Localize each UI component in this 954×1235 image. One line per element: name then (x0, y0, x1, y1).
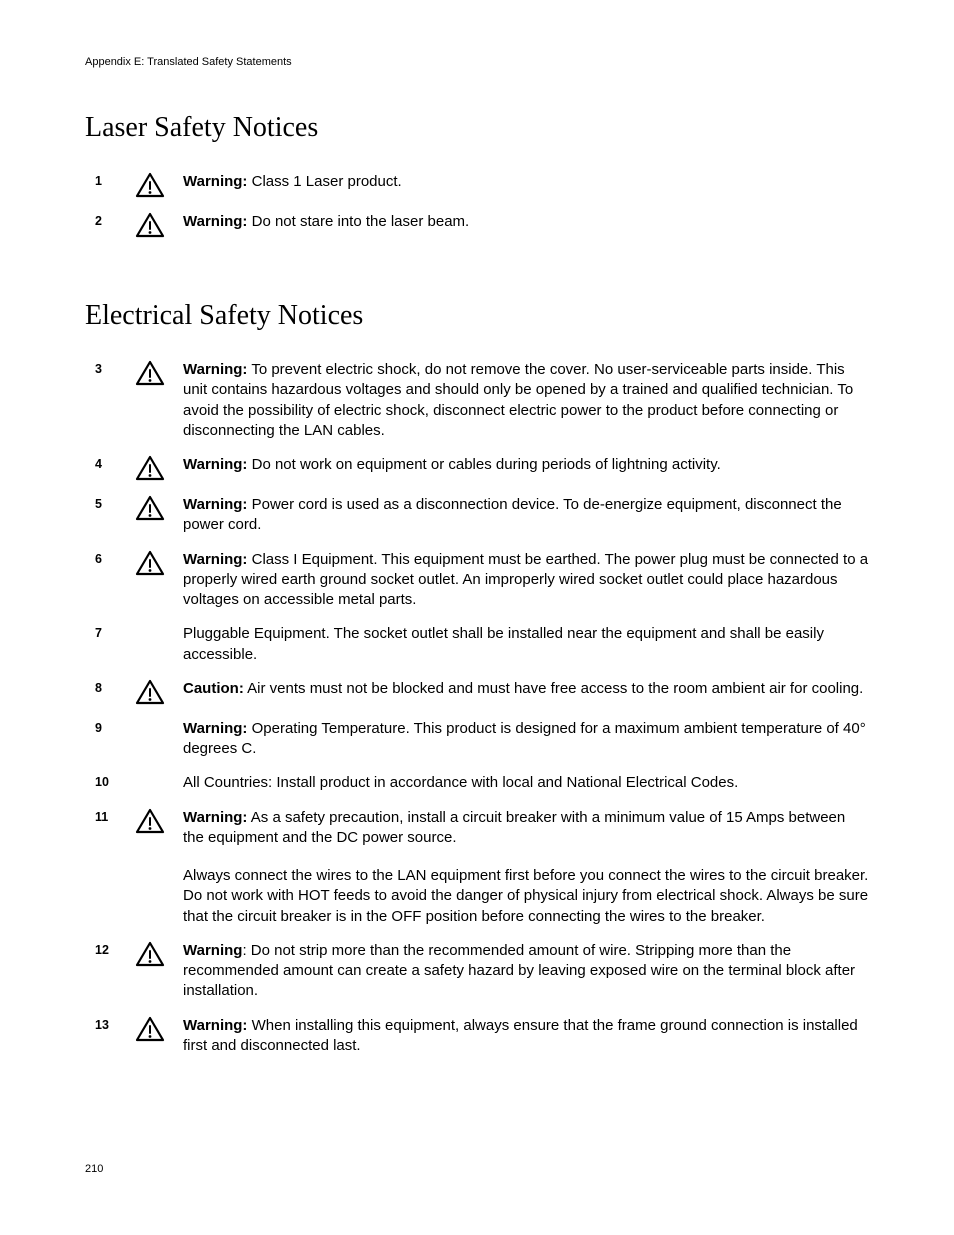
heading-electrical-safety: Electrical Safety Notices (85, 300, 869, 332)
notice-row: 13 Warning: When installing this equipme… (85, 1016, 869, 1057)
notice-number: 9 (95, 719, 135, 735)
notice-label: Warning: (183, 361, 247, 378)
notice-text: Pluggable Equipment. The socket outlet s… (183, 625, 824, 662)
notice-row: 6 Warning: Class I Equipment. This equip… (85, 550, 869, 611)
notice-number: 13 (95, 1016, 135, 1032)
warning-triangle-icon (135, 550, 165, 576)
notice-body: Warning: Do not strip more than the reco… (183, 941, 869, 1002)
notice-label: Warning: (183, 1017, 247, 1034)
notice-body: Warning: Class 1 Laser product. (183, 172, 869, 192)
notice-number: 1 (95, 172, 135, 188)
warning-triangle-icon (135, 495, 165, 521)
notice-body: Warning: Power cord is used as a disconn… (183, 495, 869, 536)
notice-body: Warning: When installing this equipment,… (183, 1016, 869, 1057)
notice-text: Power cord is used as a disconnection de… (183, 496, 842, 533)
warning-triangle-icon (135, 455, 165, 481)
notice-label: Warning: (183, 551, 247, 568)
notice-text: When installing this equipment, always e… (183, 1017, 858, 1054)
notice-row: 7 Pluggable Equipment. The socket outlet… (85, 624, 869, 665)
notice-number: 6 (95, 550, 135, 566)
notice-text: Air vents must not be blocked and must h… (244, 680, 863, 697)
notice-body: Warning: Do not work on equipment or cab… (183, 455, 869, 475)
warning-triangle-icon (135, 808, 165, 834)
notice-number: 8 (95, 679, 135, 695)
notice-text: Class I Equipment. This equipment must b… (183, 551, 868, 609)
notice-label: Warning: (183, 456, 247, 473)
notice-row: 5 Warning: Power cord is used as a disco… (85, 495, 869, 536)
notice-row: 3 Warning: To prevent electric shock, do… (85, 360, 869, 441)
notice-text: Do not work on equipment or cables durin… (247, 456, 720, 473)
notice-row: 8 Caution: Air vents must not be blocked… (85, 679, 869, 705)
notice-row: 10 All Countries: Install product in acc… (85, 773, 869, 793)
notice-body: Warning: As a safety precaution, install… (183, 808, 869, 927)
notice-text: : Do not strip more than the recommended… (183, 942, 855, 1000)
notice-icon-col (135, 941, 183, 967)
notice-number: 4 (95, 455, 135, 471)
notice-row: 4 Warning: Do not work on equipment or c… (85, 455, 869, 481)
notice-icon-col (135, 550, 183, 576)
page-number: 210 (85, 1163, 103, 1175)
notice-label: Warning: (183, 809, 247, 826)
notice-row: 1 Warning: Class 1 Laser product. (85, 172, 869, 198)
notice-row: 11 Warning: As a safety precaution, inst… (85, 808, 869, 927)
document-page: Appendix E: Translated Safety Statements… (0, 0, 954, 1110)
notice-text: Operating Temperature. This product is d… (183, 720, 866, 757)
notice-label: Warning (183, 942, 242, 959)
notice-text: Do not stare into the laser beam. (247, 213, 469, 230)
notice-text: To prevent electric shock, do not remove… (183, 361, 853, 439)
notice-number: 3 (95, 360, 135, 376)
notice-body: All Countries: Install product in accord… (183, 773, 869, 793)
warning-triangle-icon (135, 1016, 165, 1042)
notice-icon-col (135, 679, 183, 705)
notice-body: Warning: To prevent electric shock, do n… (183, 360, 869, 441)
warning-triangle-icon (135, 212, 165, 238)
heading-laser-safety: Laser Safety Notices (85, 112, 869, 144)
notice-label: Warning: (183, 173, 247, 190)
notice-icon-col (135, 495, 183, 521)
notice-icon-col (135, 212, 183, 238)
notice-body: Warning: Class I Equipment. This equipme… (183, 550, 869, 611)
notice-number: 5 (95, 495, 135, 511)
running-header: Appendix E: Translated Safety Statements (85, 56, 869, 68)
notice-row: 2 Warning: Do not stare into the laser b… (85, 212, 869, 238)
notice-icon-col (135, 455, 183, 481)
notice-text: All Countries: Install product in accord… (183, 774, 738, 791)
notice-label: Caution: (183, 680, 244, 697)
notice-number: 11 (95, 808, 135, 824)
notice-icon-col (135, 172, 183, 198)
warning-triangle-icon (135, 360, 165, 386)
notice-icon-col (135, 1016, 183, 1042)
notice-icon-col (135, 808, 183, 834)
notice-row: 9 Warning: Operating Temperature. This p… (85, 719, 869, 760)
notice-number: 2 (95, 212, 135, 228)
notice-label: Warning: (183, 720, 247, 737)
warning-triangle-icon (135, 941, 165, 967)
notice-number: 7 (95, 624, 135, 640)
notice-number: 12 (95, 941, 135, 957)
notice-body: Warning: Operating Temperature. This pro… (183, 719, 869, 760)
notice-text-2: Always connect the wires to the LAN equi… (183, 867, 868, 925)
notice-text: As a safety precaution, install a circui… (183, 809, 845, 846)
warning-triangle-icon (135, 172, 165, 198)
warning-triangle-icon (135, 679, 165, 705)
notice-body: Pluggable Equipment. The socket outlet s… (183, 624, 869, 665)
notice-label: Warning: (183, 213, 247, 230)
notice-body: Warning: Do not stare into the laser bea… (183, 212, 869, 232)
notice-text: Class 1 Laser product. (247, 173, 401, 190)
notice-icon-col (135, 360, 183, 386)
notice-row: 12 Warning: Do not strip more than the r… (85, 941, 869, 1002)
notice-label: Warning: (183, 496, 247, 513)
notice-body: Caution: Air vents must not be blocked a… (183, 679, 869, 699)
notice-number: 10 (95, 773, 135, 789)
